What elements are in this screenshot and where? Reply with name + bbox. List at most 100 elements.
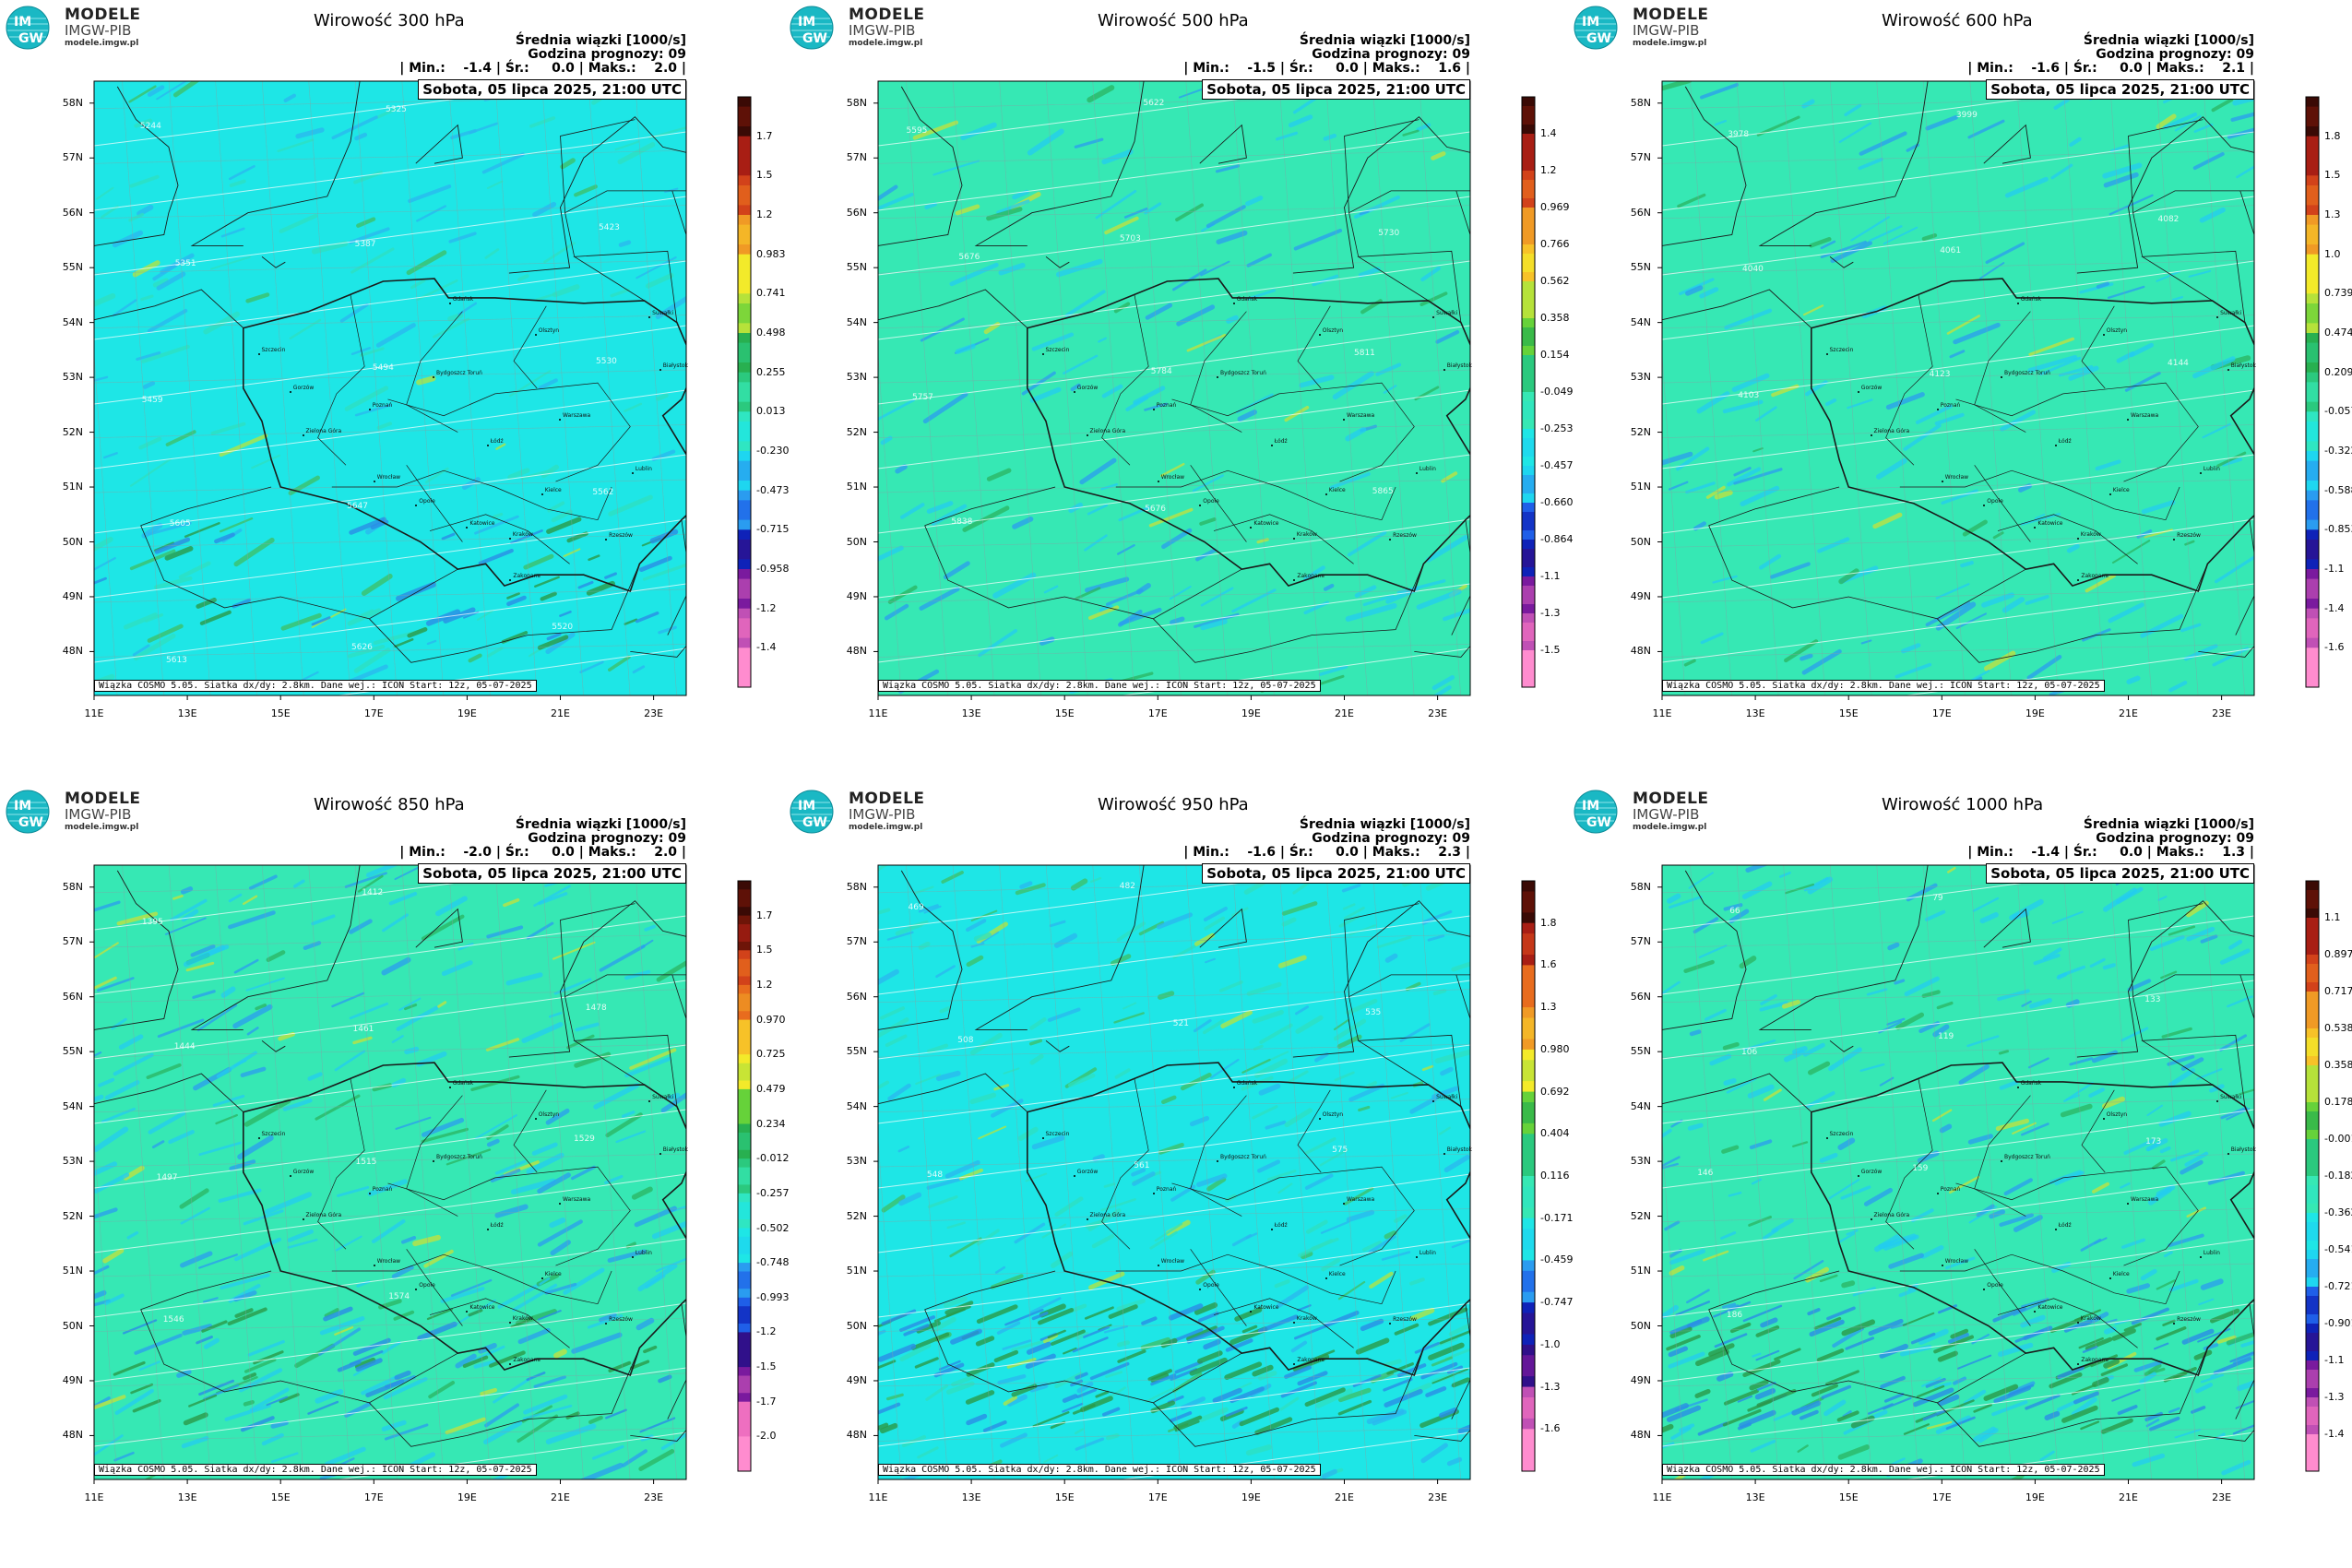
imgw-logo-mark-icon: IM GW bbox=[790, 6, 834, 50]
isoline-label: 5562 bbox=[592, 487, 614, 497]
vorticity-map bbox=[89, 864, 752, 1484]
lon-label: 11E bbox=[1652, 1491, 1672, 1503]
city-label: Szczecin bbox=[1041, 1130, 1070, 1139]
lon-label: 19E bbox=[1241, 707, 1261, 719]
colorbar-label: -0.171 bbox=[1540, 1211, 1574, 1224]
forecast-hour: Godzina prognozy: 09 bbox=[2096, 47, 2254, 62]
isoline-label: 5703 bbox=[1119, 233, 1141, 244]
colorbar-label: 1.5 bbox=[756, 169, 773, 182]
city-label: Bydgoszcz Toruń bbox=[433, 370, 482, 379]
logo-url[interactable]: modele.imgw.pl bbox=[849, 39, 923, 48]
panel-4: IM GW MODELE IMGW-PIB modele.imgw.pl Wiro… bbox=[0, 784, 789, 1568]
model-footer: Wiązka COSMO 5.05. Siatka dx/dy: 2.8km. … bbox=[878, 1464, 1321, 1476]
logo-url[interactable]: modele.imgw.pl bbox=[1633, 823, 1707, 832]
isoline-label: 5423 bbox=[599, 223, 620, 233]
lon-label: 13E bbox=[1745, 707, 1765, 719]
logo-url[interactable]: modele.imgw.pl bbox=[65, 823, 139, 832]
lon-label: 15E bbox=[1838, 1491, 1859, 1503]
city-label: Gorzów bbox=[1073, 385, 1099, 394]
city-label: Gdańsk bbox=[1232, 295, 1258, 304]
lat-label: 49N bbox=[62, 1374, 83, 1386]
colorbar-label: 0.178 bbox=[2324, 1096, 2352, 1108]
logo-title: MODELE bbox=[65, 6, 141, 24]
lon-label: 13E bbox=[177, 707, 197, 719]
colorbar-label: -0.901 bbox=[2324, 1317, 2352, 1329]
logo-subtitle: IMGW-PIB bbox=[65, 22, 132, 39]
city-label: Suwałki bbox=[648, 309, 674, 318]
colorbar-label: -1.6 bbox=[1540, 1422, 1561, 1435]
colorbar-label: 0.983 bbox=[756, 247, 786, 260]
colorbar-label: -0.230 bbox=[756, 445, 790, 457]
panel-6: IM GW MODELE IMGW-PIB modele.imgw.pl Wiro… bbox=[1568, 784, 2352, 1568]
logo-url[interactable]: modele.imgw.pl bbox=[1633, 39, 1707, 48]
colorbar-label: -0.257 bbox=[756, 1186, 790, 1199]
lat-label: 52N bbox=[1630, 425, 1651, 438]
poland-border bbox=[242, 278, 686, 593]
colorbar bbox=[737, 96, 752, 688]
colorbar-label: -0.459 bbox=[1540, 1253, 1574, 1266]
lon-label: 19E bbox=[2025, 707, 2045, 719]
colorbar-label: 1.2 bbox=[756, 208, 773, 220]
colorbar-label: 0.969 bbox=[1540, 201, 1570, 213]
isoline-label: 5622 bbox=[1143, 98, 1165, 108]
lat-label: 50N bbox=[846, 1319, 867, 1332]
city-label: Katowice bbox=[466, 1304, 495, 1313]
lat-label: 56N bbox=[1630, 990, 1651, 1003]
isoline-label: 5351 bbox=[174, 258, 196, 268]
lat-label: 55N bbox=[846, 261, 867, 274]
isoline-label: 521 bbox=[1172, 1019, 1189, 1029]
city-label: Gdańsk bbox=[1232, 1079, 1258, 1088]
forecast-hour: Godzina prognozy: 09 bbox=[1312, 831, 1470, 846]
lat-label: 56N bbox=[62, 206, 83, 219]
city-label: Kielce bbox=[540, 486, 562, 495]
isoline-label: 5838 bbox=[951, 517, 973, 527]
stats-line: | Min.: -1.4 | Śr.: 0.0 | Maks.: 2.0 | bbox=[399, 61, 686, 76]
colorbar-label: -1.0 bbox=[1540, 1337, 1561, 1350]
lat-label: 57N bbox=[62, 935, 83, 948]
colorbar-label: 0.116 bbox=[1540, 1170, 1570, 1182]
city-label: Poznań bbox=[1152, 402, 1177, 411]
valid-date: Sobota, 05 lipca 2025, 21:00 UTC bbox=[418, 79, 686, 100]
isoline-label: 146 bbox=[1697, 1168, 1714, 1178]
lon-label: 17E bbox=[1931, 707, 1952, 719]
colorbar-label: 0.474 bbox=[2324, 327, 2352, 339]
logo-subtitle: IMGW-PIB bbox=[65, 806, 132, 823]
poland-border bbox=[1810, 278, 2254, 593]
lat-label: 55N bbox=[846, 1045, 867, 1058]
svg-text:IM: IM bbox=[798, 799, 815, 814]
city-label: Gdańsk bbox=[448, 295, 474, 304]
lat-label: 57N bbox=[1630, 151, 1651, 164]
isoline-label: 1515 bbox=[355, 1158, 377, 1167]
city-label: Opole bbox=[415, 497, 435, 506]
isoline-label: 5613 bbox=[166, 656, 187, 665]
colorbar-label: 1.4 bbox=[1540, 127, 1557, 139]
lat-label: 53N bbox=[62, 1155, 83, 1168]
lon-label: 11E bbox=[84, 1491, 104, 1503]
lat-label: 49N bbox=[1630, 1374, 1651, 1386]
colorbar-label: -1.2 bbox=[756, 601, 777, 614]
lon-label: 19E bbox=[1241, 1491, 1261, 1503]
city-label: Opole bbox=[1983, 1281, 2003, 1290]
city-label: Gdańsk bbox=[2016, 295, 2042, 304]
city-label: Opole bbox=[1199, 1281, 1219, 1290]
lat-label: 58N bbox=[1630, 96, 1651, 109]
isoline-label: 1574 bbox=[388, 1291, 410, 1301]
city-label: Szczecin bbox=[1825, 1130, 1854, 1139]
lat-label: 51N bbox=[1630, 1265, 1651, 1277]
colorbar bbox=[1521, 880, 1536, 1472]
colorbar-label: -1.3 bbox=[1540, 607, 1561, 619]
isoline-label: 5595 bbox=[906, 125, 928, 136]
city-label: Warszawa bbox=[2126, 1195, 2159, 1205]
logo-url[interactable]: modele.imgw.pl bbox=[849, 823, 923, 832]
isoline-label: 5865 bbox=[1372, 486, 1394, 496]
isoline-label: 5676 bbox=[1145, 504, 1166, 514]
city-label: Kraków bbox=[1292, 1314, 1317, 1324]
lat-label: 53N bbox=[846, 1155, 867, 1168]
city-label: Wrocław bbox=[1941, 1257, 1969, 1266]
colorbar-label: -1.4 bbox=[756, 641, 777, 654]
city-label: Gdańsk bbox=[448, 1079, 474, 1088]
logo-url[interactable]: modele.imgw.pl bbox=[65, 39, 139, 48]
valid-date: Sobota, 05 lipca 2025, 21:00 UTC bbox=[1986, 79, 2254, 100]
city-label: Gorzów bbox=[1073, 1169, 1099, 1178]
city-label: Rzeszów bbox=[1389, 1316, 1417, 1325]
